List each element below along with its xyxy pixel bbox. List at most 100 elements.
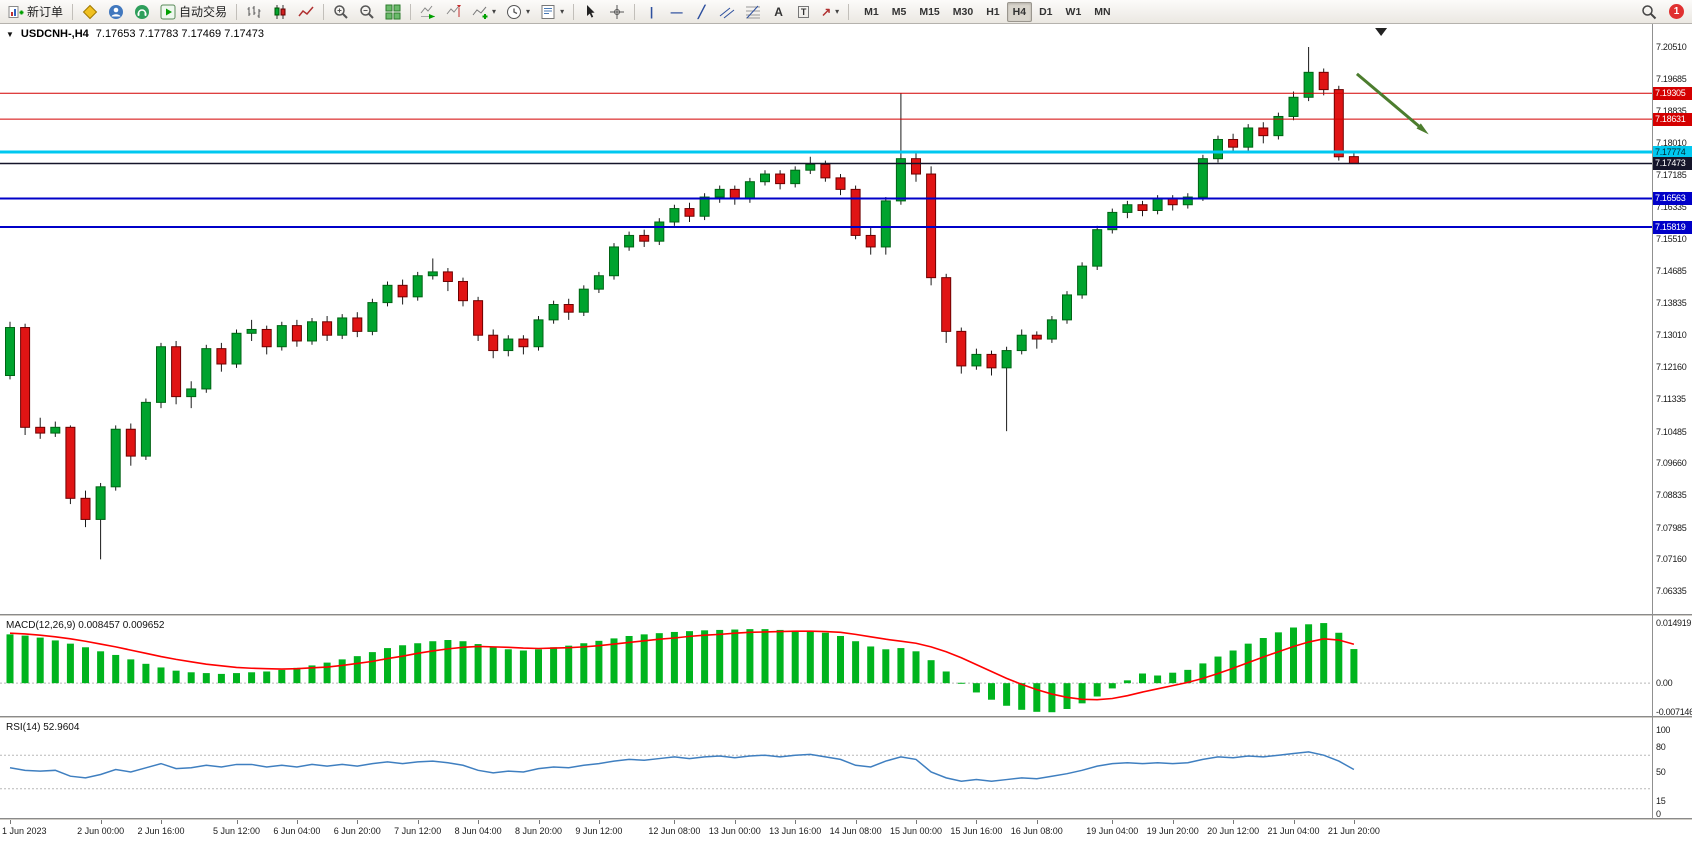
price-axis-label: 7.18835: [1656, 106, 1687, 117]
chart-shift-button[interactable]: [442, 1, 466, 22]
price-tag: 7.16563: [1653, 191, 1692, 205]
fibonacci-tool-button[interactable]: [741, 1, 765, 22]
time-axis-tick: [478, 820, 480, 824]
price-axis-label: 7.20510: [1656, 42, 1687, 52]
timeframe-button-M5[interactable]: M5: [886, 2, 913, 22]
toolbar-separator: [410, 3, 412, 20]
symbol-period-label: USDCNH-,H4: [20, 28, 89, 40]
pane-divider[interactable]: [0, 716, 1692, 718]
time-axis-label: 2 Jun 00:00: [77, 826, 125, 836]
toolbar: 新订单 自动交易 ▾ ▾ ▾ | — ╱ A T ↗ ▾: [0, 0, 1692, 24]
vertical-line-icon: |: [649, 4, 654, 19]
notification-badge[interactable]: 1: [1669, 4, 1684, 19]
scroll-marker-icon: [1375, 28, 1388, 36]
pane-divider[interactable]: [0, 614, 1692, 616]
macd-pane-canvas[interactable]: [0, 616, 1652, 716]
text-icon: A: [774, 4, 783, 19]
indicators-button[interactable]: ▾: [468, 1, 500, 22]
time-axis-label: 19 Jun 04:00: [1086, 826, 1139, 836]
price-axis-label: 7.18010: [1656, 137, 1687, 148]
ohlc-readout: 7.17653 7.17783 7.17469 7.17473: [95, 28, 264, 40]
time-axis-label: 12 Jun 08:00: [648, 826, 701, 836]
time-axis-tick: [1172, 820, 1174, 824]
label-tool-button[interactable]: T: [792, 1, 815, 22]
time-axis-label: 2 Jun 16:00: [137, 826, 185, 836]
candlestick-icon: [272, 4, 288, 20]
arrows-tool-button[interactable]: ↗ ▾: [817, 1, 843, 22]
zoom-out-icon: [359, 4, 375, 20]
timeframe-button-H1[interactable]: H1: [980, 2, 1005, 22]
trendline-tool-button[interactable]: ╱: [690, 1, 713, 22]
price-axis-label: 7.16335: [1656, 202, 1687, 213]
channel-icon: [719, 4, 735, 20]
text-tool-button[interactable]: A: [767, 1, 790, 22]
time-axis-tick: [357, 820, 359, 824]
bar-chart-button[interactable]: [242, 1, 266, 22]
price-tag: 7.18631: [1653, 112, 1692, 126]
time-axis-tick: [795, 820, 797, 824]
price-tag: 7.17473: [1653, 157, 1692, 171]
rsi-axis-label: 100: [1656, 725, 1671, 735]
metaeditor-button[interactable]: [78, 1, 102, 22]
timeframe-button-M30[interactable]: M30: [947, 2, 979, 22]
time-axis-tick: [916, 820, 917, 824]
metaeditor-icon: [82, 4, 98, 20]
templates-button[interactable]: ▾: [536, 1, 568, 22]
crosshair-button[interactable]: [605, 1, 629, 22]
time-axis-label: 15 Jun 16:00: [950, 826, 1003, 836]
price-axis-label: 7.10485: [1656, 426, 1687, 437]
channel-tool-button[interactable]: [715, 1, 739, 22]
new-order-button[interactable]: 新订单: [4, 1, 67, 22]
chevron-down-icon: ▾: [560, 6, 565, 16]
price-axis-label: 7.09660: [1656, 458, 1687, 469]
candlestick-button[interactable]: [268, 1, 292, 22]
horizontal-line-tool-button[interactable]: —: [665, 1, 688, 22]
macd-axis-label: -0.007146: [1656, 707, 1692, 717]
chevron-down-icon: ▾: [526, 6, 531, 16]
community-button[interactable]: [130, 1, 154, 22]
price-tag: 7.19305: [1653, 86, 1692, 100]
time-axis-label: 16 Jun 08:00: [1010, 826, 1063, 836]
cursor-button[interactable]: [579, 1, 603, 22]
auto-trading-button[interactable]: 自动交易: [156, 1, 231, 22]
time-axis-label: 1 Jun 2023: [2, 826, 47, 836]
toolbar-separator: [634, 3, 636, 20]
auto-scroll-button[interactable]: [416, 1, 440, 22]
price-tag: 7.17774: [1653, 145, 1692, 159]
rsi-pane-canvas[interactable]: [0, 718, 1652, 818]
zoom-in-button[interactable]: [329, 1, 353, 22]
label-icon: T: [797, 5, 810, 18]
price-axis-label: 7.13010: [1656, 329, 1687, 340]
timeframe-button-H4[interactable]: H4: [1006, 1, 1033, 22]
title-dropdown-icon[interactable]: ▼: [6, 29, 14, 39]
timeframe-button-M1[interactable]: M1: [858, 2, 885, 22]
zoom-out-button[interactable]: [355, 1, 379, 22]
line-chart-button[interactable]: [294, 1, 318, 22]
time-axis-label: 7 Jun 12:00: [394, 826, 442, 836]
trendline-icon: ╱: [697, 4, 706, 19]
price-axis-label: 7.12160: [1656, 362, 1687, 373]
toolbar-separator: [573, 3, 575, 20]
profile-button[interactable]: [104, 1, 128, 22]
price-chart-canvas[interactable]: [0, 24, 1652, 614]
tile-windows-icon: [385, 4, 401, 20]
toolbar-separator: [323, 3, 325, 20]
vertical-line-tool-button[interactable]: |: [640, 1, 663, 22]
search-button[interactable]: [1637, 1, 1661, 22]
timeframe-button-W1[interactable]: W1: [1060, 2, 1088, 22]
periods-button[interactable]: ▾: [502, 1, 534, 22]
time-axis-label: 5 Jun 12:00: [212, 826, 261, 836]
pane-divider[interactable]: [0, 818, 1692, 820]
timeframe-button-MN[interactable]: MN: [1088, 2, 1116, 22]
time-axis-label: 21 Jun 04:00: [1267, 826, 1320, 836]
timeframe-button-D1[interactable]: D1: [1033, 2, 1058, 22]
clock-icon: [506, 4, 522, 20]
headset-icon: [134, 4, 150, 20]
fibonacci-icon: [745, 4, 761, 20]
tile-windows-button[interactable]: [381, 1, 405, 22]
time-axis-label: 13 Jun 16:00: [769, 826, 822, 836]
timeframe-button-M15[interactable]: M15: [913, 2, 945, 22]
time-axis-tick: [674, 820, 676, 824]
arrow-icon: ↗: [821, 4, 832, 19]
time-axis-tick: [417, 820, 419, 824]
